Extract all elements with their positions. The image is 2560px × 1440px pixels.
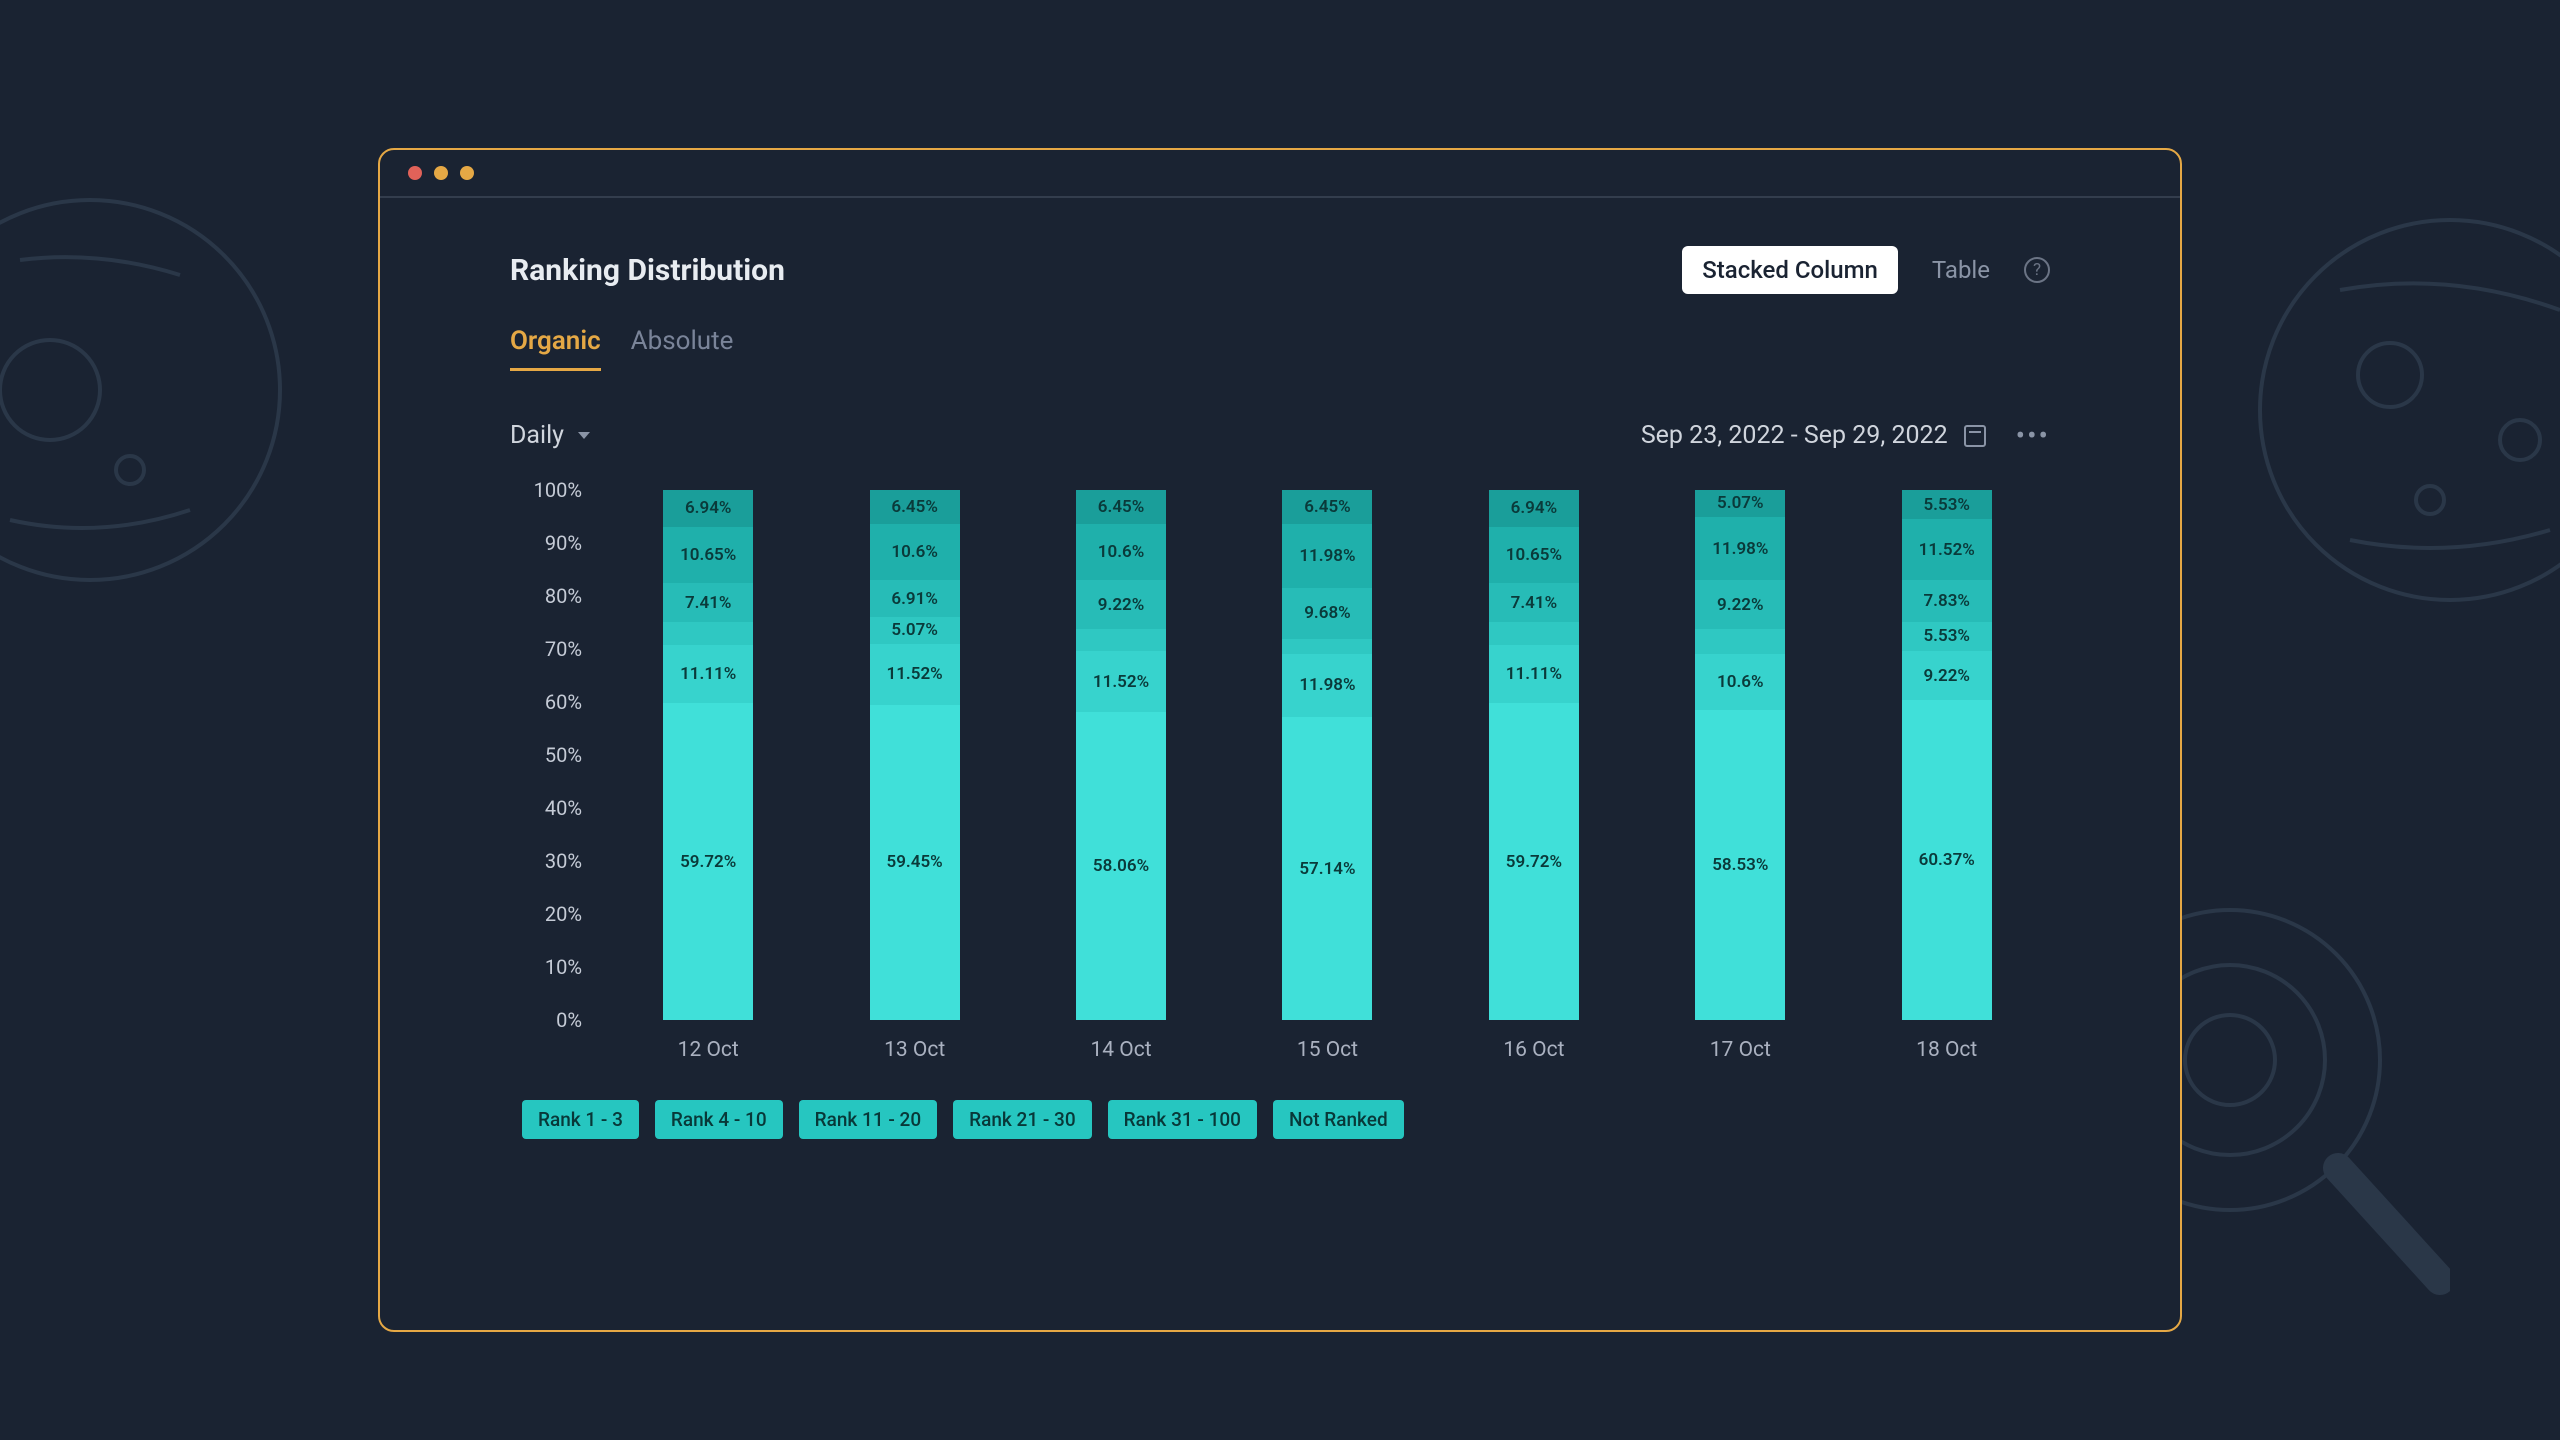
bar-segment[interactable]: 6.45% <box>1282 490 1372 524</box>
bar-column: 6.94%10.65%7.41% 11.11%59.72% <box>1489 490 1579 1020</box>
y-tick: 60% <box>510 690 582 714</box>
bar-column: 6.45%11.98%9.68%11.98%57.14% <box>1282 490 1372 1020</box>
legend-chip[interactable]: Rank 1 - 3 <box>522 1100 639 1139</box>
x-axis: 12 Oct 13 Oct 14 Oct 15 Oct 16 Oct 17 Oct 18 O… <box>605 1038 2050 1062</box>
tabs: Organic Absolute <box>510 326 2050 371</box>
bar-segment[interactable]: 11.98% <box>1695 517 1785 580</box>
tab-organic[interactable]: Organic <box>510 326 601 371</box>
bar-segment[interactable]: 10.6% <box>870 524 960 580</box>
window-titlebar <box>380 150 2180 198</box>
x-label: 18 Oct <box>1902 1038 1992 1062</box>
legend-chip[interactable]: Rank 21 - 30 <box>953 1100 1092 1139</box>
bar-segment[interactable]: 6.94% <box>1489 490 1579 527</box>
planet-decoration-left <box>0 180 320 600</box>
bar-segment[interactable]: 5.53% <box>1902 490 1992 519</box>
panel-title: Ranking Distribution <box>510 253 785 288</box>
x-label: 15 Oct <box>1282 1038 1372 1062</box>
tab-absolute[interactable]: Absolute <box>631 326 734 371</box>
bar-segment[interactable]: 58.53% <box>1695 710 1785 1020</box>
bar-segment[interactable]: 5.07% <box>870 617 960 644</box>
frequency-select[interactable]: Daily <box>510 421 590 450</box>
bar-segment[interactable]: 10.6% <box>1695 654 1785 710</box>
bar-segment[interactable]: 11.11% <box>1489 645 1579 704</box>
y-tick: 40% <box>510 796 582 820</box>
legend-chip[interactable]: Rank 31 - 100 <box>1108 1100 1257 1139</box>
y-tick: 80% <box>510 584 582 608</box>
x-label: 13 Oct <box>870 1038 960 1062</box>
bar-segment[interactable]: 5.53% <box>1902 622 1992 651</box>
y-tick: 30% <box>510 849 582 873</box>
bar-segment[interactable] <box>1695 629 1785 653</box>
bar-segment[interactable]: 11.52% <box>870 644 960 705</box>
y-tick: 70% <box>510 637 582 661</box>
bar-segment[interactable]: 11.98% <box>1282 524 1372 587</box>
bar-segment[interactable]: 9.22% <box>1695 580 1785 629</box>
y-tick: 50% <box>510 743 582 767</box>
y-tick: 0% <box>510 1008 582 1032</box>
bar-segment[interactable] <box>1282 639 1372 654</box>
x-label: 16 Oct <box>1489 1038 1579 1062</box>
bar-segment[interactable]: 11.98% <box>1282 654 1372 717</box>
legend-chip[interactable]: Rank 11 - 20 <box>799 1100 938 1139</box>
bar-segment[interactable]: 59.45% <box>870 705 960 1020</box>
bar-segment[interactable]: 6.45% <box>1076 490 1166 524</box>
frequency-label: Daily <box>510 421 564 450</box>
bar-segment[interactable]: 58.06% <box>1076 712 1166 1020</box>
bar-segment[interactable]: 7.41% <box>1489 583 1579 622</box>
bar-column: 5.07%11.98%9.22% 10.6%58.53% <box>1695 490 1785 1020</box>
y-tick: 20% <box>510 902 582 926</box>
bar-segment[interactable]: 60.37% <box>1902 700 1992 1020</box>
view-table-button[interactable]: Table <box>1932 256 1990 284</box>
y-axis: 100%90%80%70%60%50%40%30%20%10%0% <box>510 490 582 1020</box>
bar-segment[interactable]: 9.22% <box>1076 580 1166 629</box>
bar-segment[interactable]: 7.41% <box>663 583 753 622</box>
y-tick: 10% <box>510 955 582 979</box>
chart: 100%90%80%70%60%50%40%30%20%10%0% 6.94%1… <box>510 490 2050 1070</box>
bar-column: 6.94%10.65%7.41% 11.11%59.72% <box>663 490 753 1020</box>
bar-segment[interactable]: 10.65% <box>663 527 753 583</box>
bar-segment[interactable]: 10.6% <box>1076 524 1166 580</box>
bar-segment[interactable]: 5.07% <box>1695 490 1785 517</box>
x-label: 17 Oct <box>1695 1038 1785 1062</box>
legend-chip[interactable]: Not Ranked <box>1273 1100 1404 1139</box>
bar-segment[interactable]: 59.72% <box>663 703 753 1020</box>
bar-segment[interactable]: 6.45% <box>870 490 960 524</box>
bar-column: 6.45%10.6%9.22% 11.52%58.06% <box>1076 490 1166 1020</box>
bar-segment[interactable]: 11.52% <box>1076 651 1166 712</box>
bar-segment[interactable] <box>663 622 753 644</box>
bar-segment[interactable]: 6.94% <box>663 490 753 527</box>
legend: Rank 1 - 3 Rank 4 - 10 Rank 11 - 20 Rank 21… <box>522 1100 2050 1139</box>
calendar-icon <box>1964 425 1986 447</box>
bar-segment[interactable]: 6.91% <box>870 580 960 617</box>
window-max-dot[interactable] <box>460 166 474 180</box>
bar-column: 5.53%11.52%7.83%5.53%9.22%60.37% <box>1902 490 1992 1020</box>
bar-segment[interactable]: 7.83% <box>1902 580 1992 621</box>
chevron-down-icon <box>578 432 590 439</box>
window-close-dot[interactable] <box>408 166 422 180</box>
help-icon[interactable]: ? <box>2024 257 2050 283</box>
bar-segment[interactable]: 11.11% <box>663 645 753 704</box>
planet-decoration-right <box>2220 200 2560 620</box>
date-range-label: Sep 23, 2022 - Sep 29, 2022 <box>1641 421 1948 450</box>
bar-segment[interactable] <box>1076 629 1166 651</box>
y-tick: 90% <box>510 531 582 555</box>
bar-segment[interactable]: 59.72% <box>1489 703 1579 1020</box>
window-min-dot[interactable] <box>434 166 448 180</box>
x-label: 12 Oct <box>663 1038 753 1062</box>
y-tick: 100% <box>510 478 582 502</box>
view-stacked-button[interactable]: Stacked Column <box>1682 246 1898 294</box>
x-label: 14 Oct <box>1076 1038 1166 1062</box>
bar-segment[interactable] <box>1489 622 1579 644</box>
bar-column: 6.45%10.6%6.91%5.07%11.52%59.45% <box>870 490 960 1020</box>
bar-segment[interactable]: 9.68% <box>1282 588 1372 639</box>
date-range-picker[interactable]: Sep 23, 2022 - Sep 29, 2022 <box>1641 421 1986 450</box>
bar-segment[interactable]: 9.22% <box>1902 651 1992 700</box>
bars-region: 6.94%10.65%7.41%11.11%59.72%6.45%10.6%6.… <box>605 490 2050 1020</box>
bar-segment[interactable]: 57.14% <box>1282 717 1372 1020</box>
bar-segment[interactable]: 11.52% <box>1902 519 1992 580</box>
app-window: Ranking Distribution Stacked Column Tabl… <box>378 148 2182 1332</box>
legend-chip[interactable]: Rank 4 - 10 <box>655 1100 783 1139</box>
bar-segment[interactable]: 10.65% <box>1489 527 1579 583</box>
more-menu-icon[interactable]: ••• <box>2016 419 2050 452</box>
